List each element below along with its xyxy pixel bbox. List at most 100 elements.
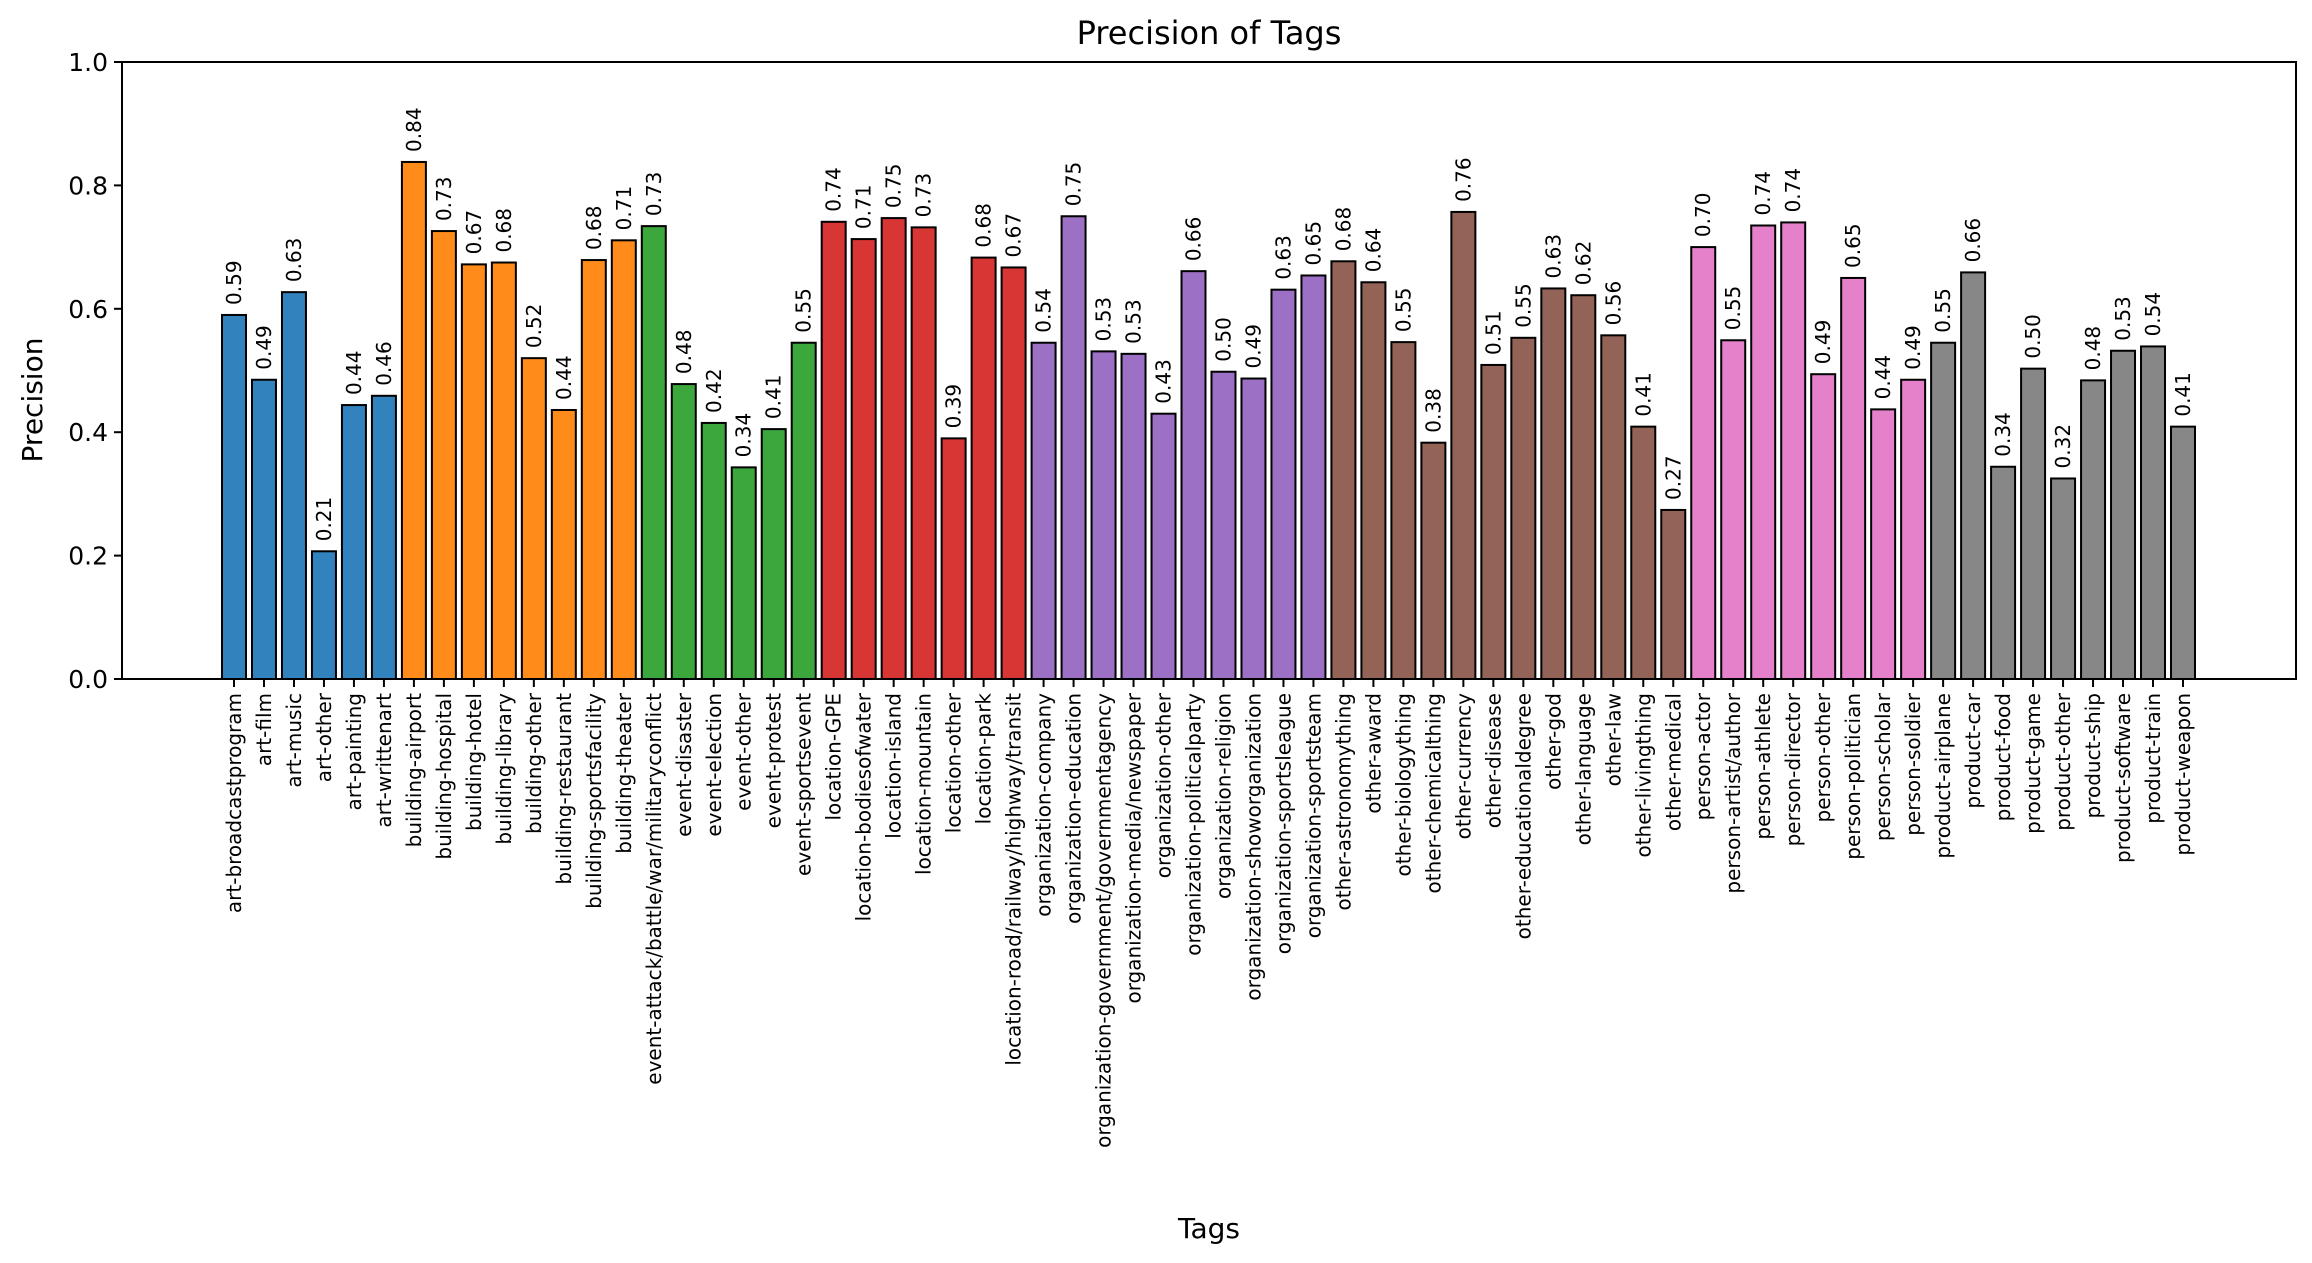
x-tick-label: person-other — [1811, 692, 1835, 822]
bar-event-other — [730, 466, 757, 680]
bar-other-medical — [1660, 508, 1687, 680]
bar-product-food — [1990, 465, 2017, 681]
bar-other-award — [1360, 281, 1387, 680]
y-tick-label: 0.0 — [68, 665, 108, 694]
bar-value-label: 0.74 — [822, 167, 846, 212]
bar-value-label: 0.49 — [1241, 324, 1265, 369]
bar-product-game — [2020, 367, 2047, 680]
y-axis-label: Precision — [16, 338, 49, 463]
x-tick-label: location-bodiesofwater — [852, 692, 876, 921]
x-tick-label: organization-media/newspaper — [1122, 692, 1146, 1003]
bar-value-label: 0.54 — [2141, 292, 2165, 337]
x-tick-label: location-island — [882, 693, 906, 839]
bar-person-other — [1810, 373, 1837, 680]
bar-value-label: 0.48 — [2081, 326, 2105, 371]
bar-person-soldier — [1900, 378, 1927, 680]
bar-value-label: 0.64 — [1361, 228, 1385, 273]
bar-value-label: 0.68 — [582, 206, 606, 251]
bar-other-livingthing — [1630, 425, 1657, 680]
bar-location-bodiesofwater — [850, 238, 877, 680]
bar-value-label: 0.34 — [732, 413, 756, 458]
x-tick-label: other-award — [1361, 693, 1385, 814]
bar-event-sportsevent — [790, 341, 817, 680]
bar-building-sportsfacility — [580, 259, 607, 680]
y-tick-label: 1.0 — [68, 48, 108, 77]
bar-value-label: 0.56 — [1601, 281, 1625, 326]
bar-event-attack-battle-war-militaryconflict — [640, 225, 667, 680]
x-tick-label: other-livingthing — [1631, 693, 1655, 858]
x-tick-label: other-disease — [1481, 693, 1505, 828]
x-tick-label: other-astronomything — [1331, 693, 1355, 910]
x-tick-label: building-theater — [612, 692, 636, 854]
x-tick-label: person-scholar — [1871, 692, 1895, 841]
x-tick-label: other-law — [1601, 693, 1625, 786]
bar-value-label: 0.44 — [1871, 355, 1895, 400]
bar-location-gpe — [820, 220, 847, 680]
bar-value-label: 0.63 — [1271, 235, 1295, 280]
bar-location-island — [880, 217, 907, 680]
x-tick-label: other-educationaldegree — [1511, 693, 1535, 939]
x-tick-label: organization-sportsteam — [1301, 693, 1325, 938]
bar-value-label: 0.38 — [1421, 388, 1445, 433]
bar-art-writtenart — [370, 394, 397, 680]
x-tick-label: product-food — [1991, 693, 2015, 821]
bar-art-film — [250, 378, 277, 680]
bar-product-airplane — [1930, 341, 1957, 680]
bar-value-label: 0.44 — [342, 351, 366, 396]
bar-location-park — [970, 256, 997, 680]
bar-value-label: 0.50 — [1211, 317, 1235, 362]
bar-value-label: 0.73 — [432, 177, 456, 222]
x-tick-label: organization-sportsleague — [1271, 693, 1295, 954]
bar-value-label: 0.67 — [462, 210, 486, 255]
bar-value-label: 0.55 — [1391, 288, 1415, 333]
x-tick-label: event-protest — [762, 693, 786, 828]
x-tick-label: art-writtenart — [372, 693, 396, 828]
bar-other-biologything — [1390, 341, 1417, 680]
bar-value-label: 0.39 — [942, 384, 966, 429]
bar-value-label: 0.55 — [1931, 288, 1955, 333]
x-tick-label: product-train — [2141, 693, 2165, 824]
bar-value-label: 0.65 — [1301, 221, 1325, 266]
x-tick-label: product-airplane — [1931, 693, 1955, 859]
x-tick-label: other-language — [1571, 693, 1595, 845]
bar-value-label: 0.68 — [492, 208, 516, 253]
bar-value-label: 0.74 — [1781, 168, 1805, 213]
bar-value-label: 0.49 — [1811, 320, 1835, 365]
bar-building-hotel — [460, 263, 487, 680]
x-tick-label: person-soldier — [1901, 692, 1925, 836]
bar-value-label: 0.76 — [1451, 157, 1475, 202]
x-tick-label: art-broadcastprogram — [222, 693, 246, 913]
x-tick-label: person-artist/author — [1721, 692, 1745, 893]
x-tick-label: event-other — [732, 692, 756, 811]
x-axis: art-broadcastprogram art-film art-music art… — [222, 679, 2195, 1148]
bar-person-director — [1780, 221, 1807, 680]
bar-building-theater — [610, 239, 637, 681]
x-tick-label: product-car — [1961, 692, 1985, 808]
bar-building-other — [520, 357, 547, 680]
x-tick-label: event-disaster — [672, 692, 696, 837]
bar-building-hospital — [430, 230, 457, 680]
bar-value-label: 0.59 — [222, 260, 246, 305]
bar-value-label: 0.43 — [1152, 359, 1176, 404]
bar-building-restaurant — [550, 408, 577, 680]
bar-value-label: 0.73 — [642, 172, 666, 217]
bar-organization-company — [1030, 341, 1057, 680]
x-tick-label: other-god — [1541, 693, 1565, 790]
bar-value-label: 0.67 — [1002, 213, 1026, 258]
bar-product-train — [2140, 345, 2167, 680]
bar-building-library — [490, 261, 517, 680]
bar-organization-media-newspaper — [1120, 352, 1147, 680]
x-axis-label: Tags — [1177, 1212, 1240, 1245]
bar-person-scholar — [1870, 408, 1897, 680]
bar-location-road-railway-highway-transit — [1000, 266, 1027, 680]
bar-art-music — [280, 291, 307, 680]
bar-value-label: 0.42 — [702, 368, 726, 413]
bar-value-label: 0.74 — [1751, 171, 1775, 216]
x-tick-label: other-medical — [1661, 693, 1685, 831]
bar-value-label: 0.54 — [1032, 288, 1056, 333]
bar-value-label: 0.21 — [312, 497, 336, 542]
x-tick-label: art-other — [312, 692, 336, 782]
x-tick-label: building-library — [492, 693, 516, 845]
bar-value-label: 0.70 — [1691, 193, 1715, 238]
